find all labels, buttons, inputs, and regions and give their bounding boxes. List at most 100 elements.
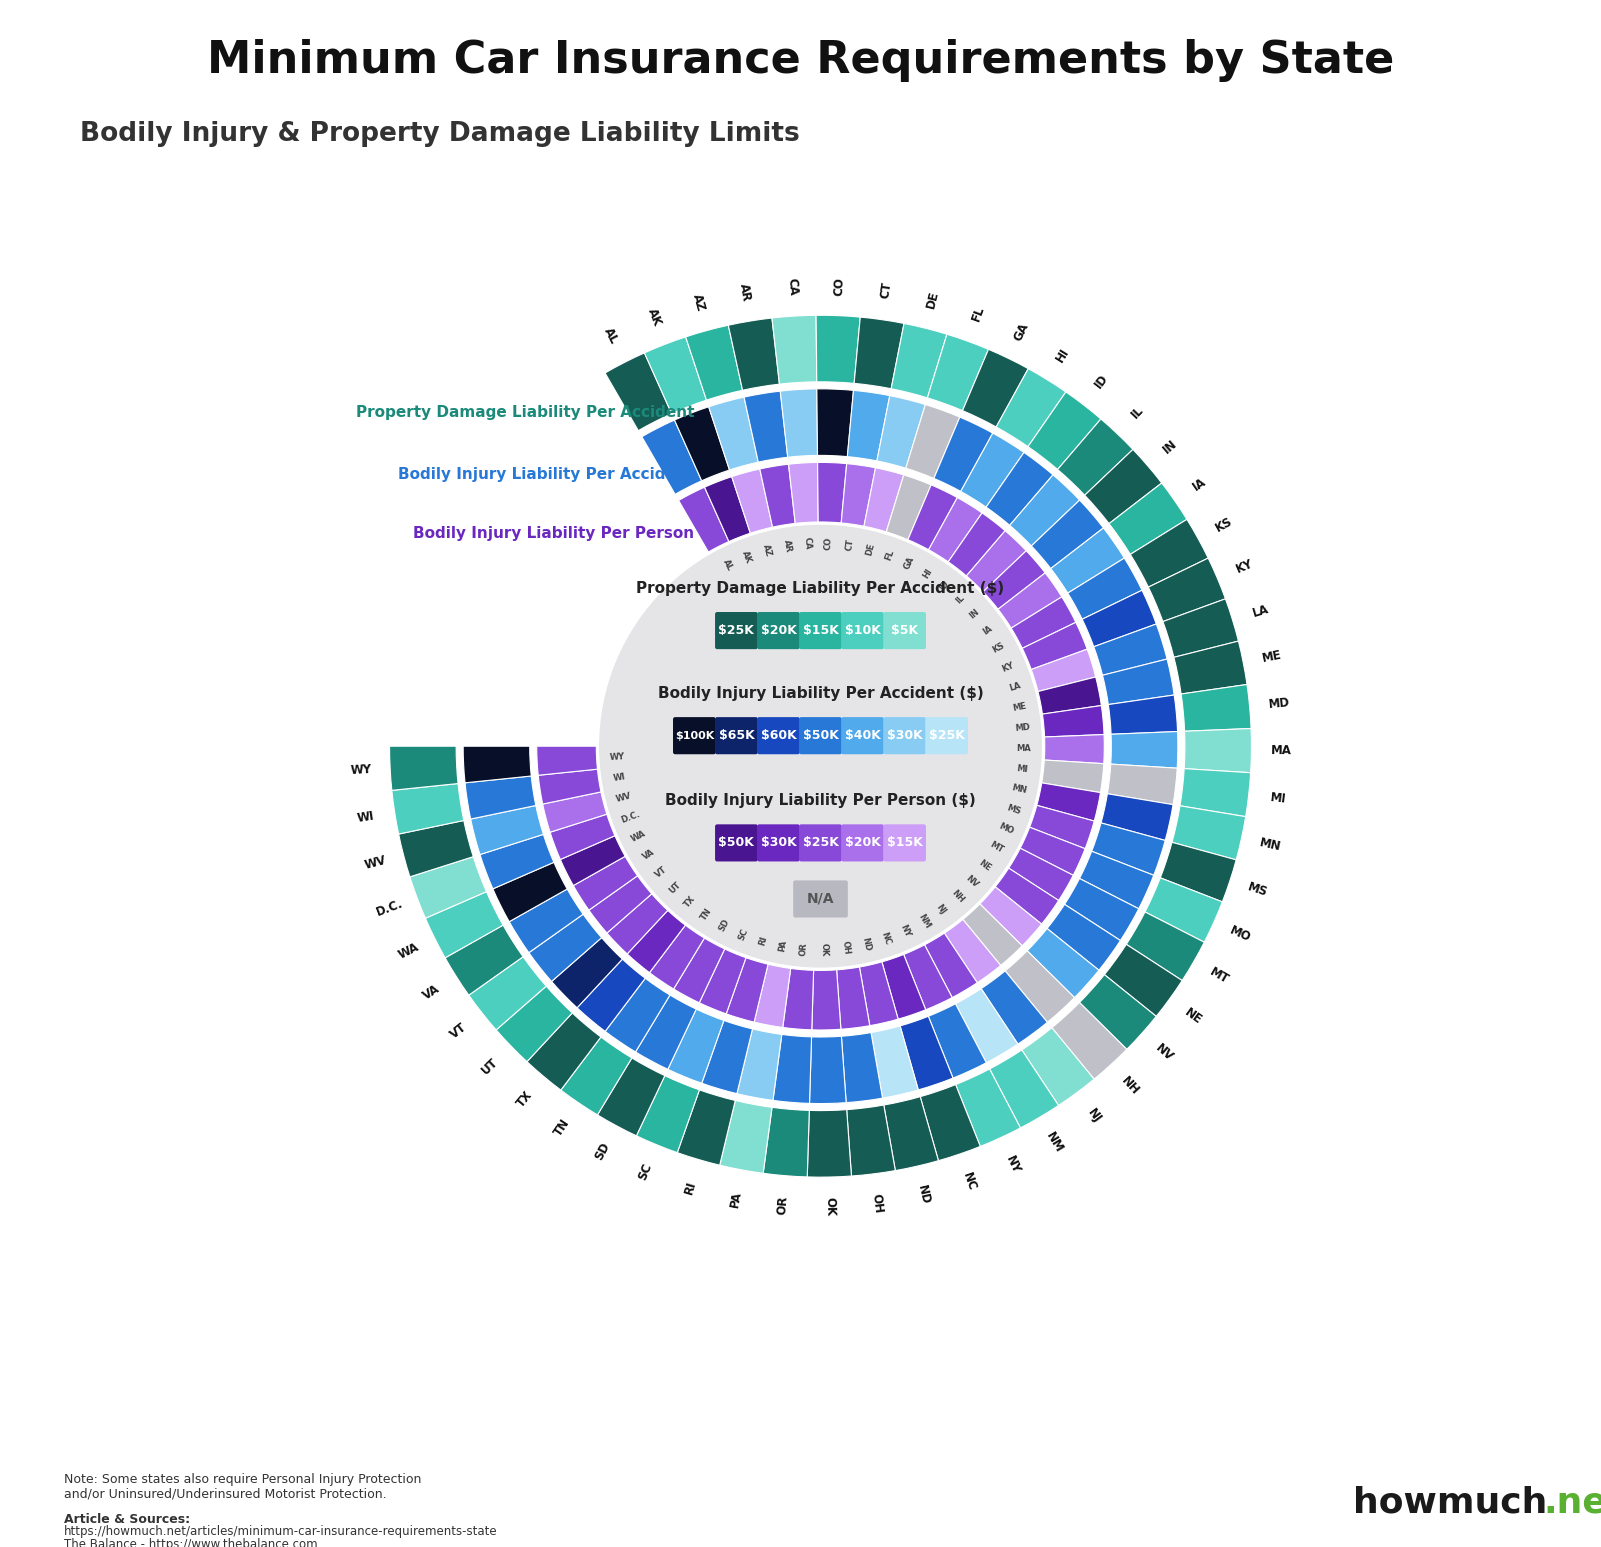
Text: $5K: $5K (892, 623, 917, 637)
Text: MN: MN (1010, 784, 1028, 795)
Text: $20K: $20K (760, 623, 796, 637)
Wedge shape (744, 391, 788, 463)
Wedge shape (884, 1097, 938, 1171)
Text: NM: NM (1044, 1129, 1066, 1156)
Wedge shape (1101, 794, 1174, 840)
Wedge shape (392, 783, 464, 834)
Wedge shape (389, 746, 458, 791)
Wedge shape (528, 914, 602, 981)
Wedge shape (1182, 684, 1250, 732)
Wedge shape (906, 405, 961, 478)
Wedge shape (986, 452, 1053, 526)
Text: ND: ND (860, 936, 873, 951)
Wedge shape (1161, 842, 1236, 902)
Wedge shape (597, 1058, 664, 1135)
Text: ID: ID (1092, 373, 1111, 391)
Wedge shape (841, 464, 876, 526)
Text: AR: AR (781, 538, 792, 552)
Wedge shape (817, 388, 853, 456)
Wedge shape (509, 890, 583, 953)
Wedge shape (1079, 975, 1156, 1049)
Wedge shape (962, 350, 1028, 427)
Wedge shape (773, 1035, 812, 1103)
Wedge shape (426, 891, 503, 958)
Text: OH: OH (841, 941, 850, 956)
Wedge shape (1105, 944, 1182, 1016)
Text: NJ: NJ (935, 903, 948, 916)
Wedge shape (536, 746, 597, 775)
Wedge shape (727, 958, 768, 1023)
Text: $25K: $25K (802, 837, 839, 849)
Text: $65K: $65K (719, 729, 754, 743)
Text: OR: OR (799, 942, 809, 956)
Text: MS: MS (1005, 803, 1021, 817)
Wedge shape (871, 1026, 919, 1098)
Wedge shape (1029, 806, 1093, 849)
Text: $15K: $15K (887, 837, 922, 849)
Text: Bodily Injury Liability Per Person ($): Bodily Injury Liability Per Person ($) (664, 794, 977, 809)
Wedge shape (789, 463, 818, 523)
Text: CT: CT (879, 282, 893, 300)
Text: CO: CO (825, 537, 834, 549)
Text: D.C.: D.C. (620, 811, 640, 825)
Text: Bodily Injury Liability Per Accident ($): Bodily Injury Liability Per Accident ($) (658, 687, 983, 701)
Wedge shape (882, 954, 925, 1019)
Wedge shape (860, 962, 898, 1026)
Text: MO: MO (1228, 924, 1254, 945)
Wedge shape (1037, 678, 1101, 715)
Text: CA: CA (804, 537, 813, 551)
Text: $30K: $30K (887, 729, 922, 743)
Wedge shape (929, 498, 981, 562)
Text: MN: MN (1258, 835, 1282, 854)
Text: SD: SD (592, 1140, 613, 1163)
Text: IN: IN (969, 608, 981, 620)
Wedge shape (764, 1108, 809, 1177)
Wedge shape (645, 337, 706, 413)
Text: PA: PA (778, 939, 789, 953)
Wedge shape (760, 464, 796, 528)
Wedge shape (921, 1084, 980, 1160)
Wedge shape (948, 514, 1005, 575)
Wedge shape (956, 989, 1018, 1063)
Wedge shape (997, 572, 1061, 628)
Text: TN: TN (700, 907, 714, 922)
Wedge shape (573, 857, 637, 910)
Wedge shape (1130, 520, 1209, 588)
Text: AK: AK (645, 306, 663, 328)
Text: OH: OH (869, 1193, 885, 1214)
Text: ME: ME (1262, 648, 1282, 665)
Wedge shape (576, 959, 645, 1032)
Wedge shape (1079, 851, 1154, 908)
FancyBboxPatch shape (799, 718, 842, 755)
Wedge shape (493, 862, 567, 922)
Text: Article & Sources:: Article & Sources: (64, 1513, 191, 1525)
Wedge shape (772, 316, 817, 384)
Wedge shape (1009, 848, 1073, 900)
Text: Note: Some states also require Personal Injury Protection
and/or Uninsured/Under: Note: Some states also require Personal … (64, 1473, 421, 1501)
Wedge shape (877, 396, 925, 469)
Text: VA: VA (421, 982, 442, 1002)
Text: IL: IL (954, 593, 967, 605)
Wedge shape (728, 319, 780, 390)
Wedge shape (464, 777, 536, 818)
Wedge shape (956, 1069, 1020, 1146)
Text: LA: LA (1009, 681, 1021, 693)
Text: $40K: $40K (845, 729, 881, 743)
Text: Bodily Injury Liability Per Person: Bodily Injury Liability Per Person (413, 526, 695, 540)
Text: OR: OR (775, 1194, 789, 1214)
Text: OK: OK (820, 942, 829, 956)
Wedge shape (410, 857, 487, 919)
Text: DE: DE (924, 289, 941, 309)
Text: MT: MT (988, 840, 1005, 855)
Wedge shape (1031, 650, 1095, 692)
FancyBboxPatch shape (799, 825, 842, 862)
Wedge shape (996, 368, 1066, 447)
Wedge shape (927, 334, 988, 410)
Text: CO: CO (833, 277, 847, 295)
Wedge shape (1028, 391, 1101, 469)
Wedge shape (1052, 1002, 1127, 1080)
Wedge shape (1082, 591, 1156, 647)
FancyBboxPatch shape (757, 718, 800, 755)
Text: WA: WA (629, 829, 647, 845)
Wedge shape (445, 925, 524, 995)
